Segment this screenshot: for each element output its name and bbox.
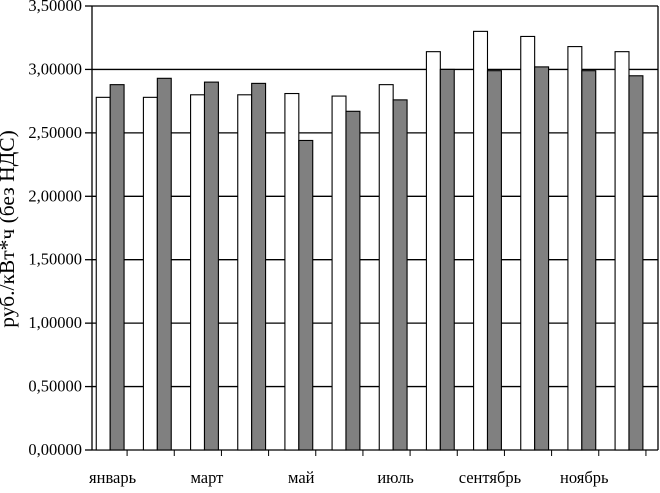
svg-text:сентябрь: сентябрь (459, 468, 522, 487)
svg-text:3,50000: 3,50000 (28, 0, 82, 15)
svg-text:январь: январь (89, 468, 137, 487)
svg-text:руб./кВт*ч (без НДС): руб./кВт*ч (без НДС) (0, 130, 19, 328)
svg-text:0,00000: 0,00000 (28, 440, 82, 459)
svg-text:2,00000: 2,00000 (28, 186, 82, 205)
svg-text:1,00000: 1,00000 (28, 313, 82, 332)
svg-text:1,50000: 1,50000 (28, 250, 82, 269)
svg-text:3,00000: 3,00000 (28, 59, 82, 78)
svg-text:2,50000: 2,50000 (28, 123, 82, 142)
svg-text:май: май (288, 468, 315, 487)
svg-text:ноябрь: ноябрь (560, 468, 609, 487)
svg-text:март: март (190, 468, 223, 487)
svg-text:0,50000: 0,50000 (28, 377, 82, 396)
svg-text:июль: июль (377, 468, 414, 487)
